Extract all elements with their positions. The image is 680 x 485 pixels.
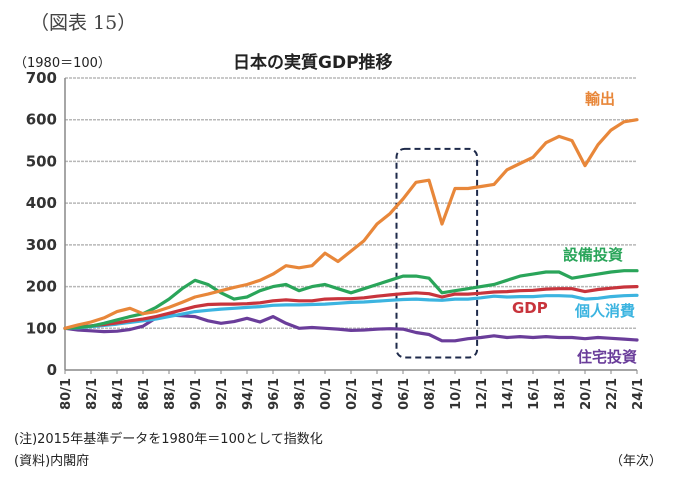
x-tick-label: 10/1	[449, 378, 464, 410]
highlight-box	[395, 147, 479, 359]
figure-label: （図表 15）	[30, 12, 137, 34]
series-label: 個人消費	[574, 302, 635, 320]
x-tick-label: 88/1	[163, 378, 178, 410]
x-tick-label: 20/1	[579, 378, 594, 410]
x-tick-label: 86/1	[137, 378, 152, 410]
x-tick-label: 90/1	[189, 378, 204, 410]
series-line-設備投資	[63, 269, 639, 330]
x-tick-label: 98/1	[293, 378, 308, 410]
y-tick-label: 100	[26, 319, 57, 337]
series-label: 設備投資	[563, 246, 623, 264]
x-tick-label: 82/1	[85, 378, 100, 410]
x-unit-label: （年次）	[610, 454, 663, 469]
x-tick-label: 16/1	[527, 378, 542, 410]
x-tick-label: 08/1	[423, 378, 438, 410]
footer-note: (注)2015年基準データを1980年＝100として指数化	[14, 432, 323, 447]
series-label: GDP	[512, 299, 548, 317]
y-tick-label: 500	[26, 152, 57, 170]
x-tick-label: 14/1	[501, 378, 516, 410]
x-tick-label: 00/1	[319, 378, 334, 410]
y-tick-label: 600	[26, 111, 57, 129]
highlight-box-group	[395, 147, 479, 359]
y-tick-label: 200	[26, 278, 57, 296]
x-tick-label: 18/1	[553, 378, 568, 410]
footer-source: (資料)内閣府	[14, 454, 90, 469]
x-tick-label: 80/1	[59, 378, 74, 410]
y-tick-label: 0	[47, 361, 57, 379]
y-tick-label: 700	[26, 69, 57, 87]
series-label: 輸出	[585, 90, 615, 108]
y-unit-label: （1980＝100）	[14, 56, 111, 71]
x-tick-label: 06/1	[397, 378, 412, 410]
x-tick-label: 96/1	[267, 378, 282, 410]
x-tick-label: 02/1	[345, 378, 360, 410]
x-tick-label: 04/1	[371, 378, 386, 410]
y-tick-label: 400	[26, 194, 57, 212]
y-tick-label: 300	[26, 236, 57, 254]
x-tick-label: 12/1	[475, 378, 490, 410]
x-tick-label: 92/1	[215, 378, 230, 410]
axes: 0 100 200 300 400 500 600 700 80/1 82/1 84/1 86/1 88…	[26, 69, 646, 410]
series-label: 住宅投資	[577, 348, 637, 366]
x-tick-label: 24/1	[631, 378, 646, 410]
series-lines	[63, 118, 639, 343]
gridlines	[65, 77, 637, 330]
x-tick-label: 94/1	[241, 378, 256, 410]
chart-title: 日本の実質GDP推移	[233, 53, 393, 73]
series-line-輸出	[63, 118, 639, 330]
x-tick-label: 84/1	[111, 378, 126, 410]
series-line-GDP	[63, 285, 639, 330]
series-line-個人消費	[63, 293, 639, 330]
x-tick-label: 22/1	[605, 378, 620, 410]
